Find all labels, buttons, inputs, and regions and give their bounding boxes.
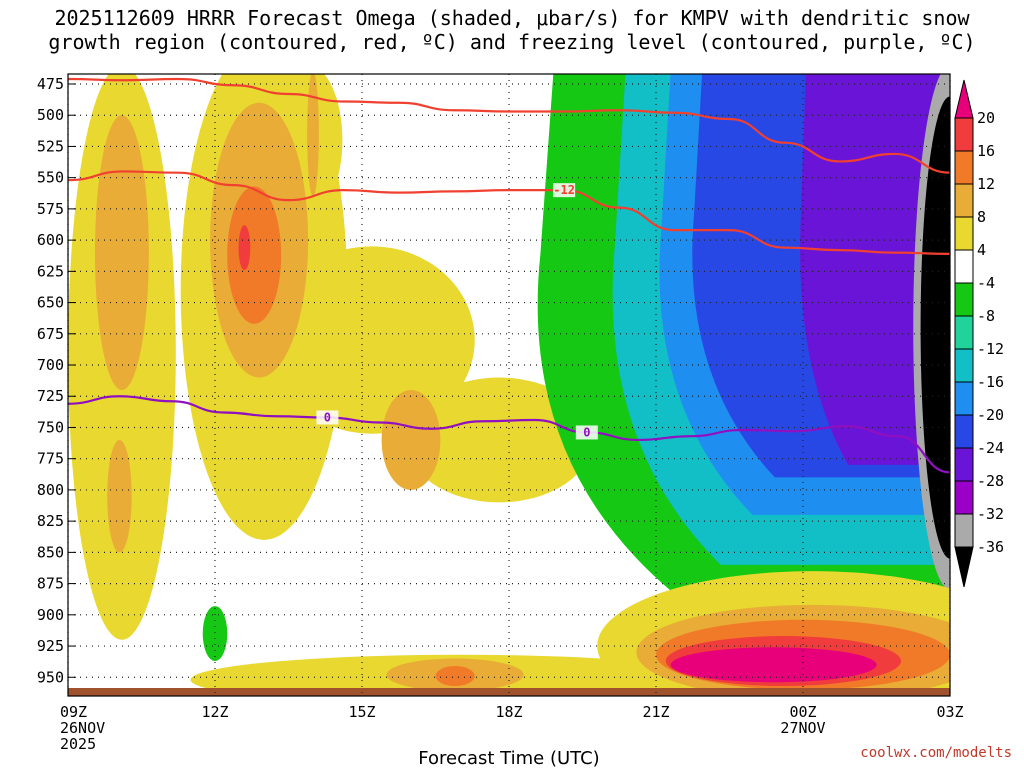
colorbar-label: 16	[977, 142, 995, 160]
colorbar-label: -24	[977, 439, 1004, 457]
colorbar-label: -4	[977, 274, 995, 292]
y-tick-label: 900	[37, 606, 64, 624]
colorbar-label: -16	[977, 373, 1004, 391]
colorbar-label: -28	[977, 472, 1004, 490]
dendritic-contour-lower	[68, 170, 950, 255]
y-tick-label: 675	[37, 325, 64, 343]
x-tick-sublabel: 26NOV	[60, 719, 105, 737]
freezing-level-contour	[68, 395, 950, 474]
y-tick-label: 550	[37, 169, 64, 187]
y-tick-label: 525	[37, 137, 64, 155]
omega-region	[800, 74, 950, 465]
x-tick-label: 12Z	[201, 703, 228, 721]
colorbar-swatch	[954, 480, 974, 515]
x-tick-label: 09Z	[60, 703, 87, 721]
y-tick-label: 775	[37, 450, 64, 468]
x-tick-sublabel: 27NOV	[780, 719, 825, 737]
y-tick-label: 500	[37, 106, 64, 124]
colorbar-swatch	[954, 150, 974, 185]
omega-region	[670, 647, 877, 683]
x-tick-label: 03Z	[936, 703, 963, 721]
y-tick-label: 825	[37, 512, 64, 530]
y-tick-label: 725	[37, 387, 64, 405]
y-tick-label: 650	[37, 294, 64, 312]
colorbar-label: 4	[977, 241, 986, 259]
x-tick-label: 00Z	[789, 703, 816, 721]
omega-region	[406, 377, 593, 503]
contours: -12 0 0	[68, 77, 950, 474]
omega-region	[920, 96, 950, 559]
colorbar-label: -8	[977, 307, 995, 325]
credit-link[interactable]: coolwx.com/modelts	[860, 745, 1012, 761]
omega-region	[381, 389, 441, 490]
omega-region	[307, 74, 319, 197]
colorbar-swatch	[954, 282, 974, 317]
x-tick-label: 18Z	[495, 703, 522, 721]
colorbar-swatch	[954, 183, 974, 218]
x-tick-sublabel: 2025	[60, 735, 96, 753]
omega-region	[94, 115, 149, 390]
omega-shading	[68, 74, 950, 696]
omega-region	[435, 666, 475, 687]
contour-label-bg	[575, 425, 598, 440]
y-axis: 475 500 525 550 575 600 625 650 675 700 725 750 775 8…	[37, 75, 76, 686]
y-tick-label: 700	[37, 356, 64, 374]
colorbar-bottom-arrow	[954, 546, 974, 588]
colorbar-label: -32	[977, 505, 1004, 523]
chart-title: 2025112609 HRRR Forecast Omega (shaded, …	[48, 6, 976, 54]
y-tick-label: 850	[37, 543, 64, 561]
colorbar-swatch	[954, 513, 974, 548]
y-tick-label: 925	[37, 637, 64, 655]
colorbar-swatch	[954, 348, 974, 383]
y-tick-label: 475	[37, 75, 64, 93]
omega-region	[238, 225, 251, 271]
y-tick-label: 875	[37, 575, 64, 593]
colorbar-label: 12	[977, 175, 995, 193]
omega-region	[107, 439, 132, 553]
colorbar-swatch	[954, 315, 974, 350]
x-tick-label: 21Z	[642, 703, 669, 721]
colorbar-swatch	[954, 117, 974, 152]
colorbar-swatch	[954, 216, 974, 251]
x-axis-title: Forecast Time (UTC)	[418, 748, 599, 768]
colorbar-swatch	[954, 414, 974, 449]
omega-region	[268, 246, 475, 434]
colorbar-label: 8	[977, 208, 986, 226]
colorbar-swatch	[954, 447, 974, 482]
contour-label: 0	[324, 410, 331, 424]
colorbar-swatch	[954, 381, 974, 416]
y-tick-label: 575	[37, 200, 64, 218]
contour-label-bg	[316, 410, 339, 425]
y-tick-label: 950	[37, 668, 64, 686]
colorbar-label: -36	[977, 538, 1004, 556]
x-tick-label: 15Z	[348, 703, 375, 721]
plot-frame	[67, 73, 951, 697]
y-tick-label: 750	[37, 418, 64, 436]
y-tick-label: 800	[37, 481, 64, 499]
y-tick-label: 600	[37, 231, 64, 249]
colorbar-label: -12	[977, 340, 1004, 358]
dendritic-contour-upper	[68, 77, 950, 174]
colorbar-swatch	[954, 249, 974, 284]
omega-region	[227, 186, 282, 324]
contour-label: -12	[553, 183, 575, 197]
colorbar: 20 16 12 8 4 -4 -8 -12 -16 -20 -24 -28 -32 -36	[954, 79, 1004, 588]
colorbar-top-arrow	[954, 79, 974, 119]
contour-label-bg	[553, 183, 576, 198]
y-tick-label: 625	[37, 262, 64, 280]
omega-region	[202, 606, 228, 662]
colorbar-label: 20	[977, 109, 995, 127]
contour-label: 0	[583, 425, 590, 439]
colorbar-label: -20	[977, 406, 1004, 424]
